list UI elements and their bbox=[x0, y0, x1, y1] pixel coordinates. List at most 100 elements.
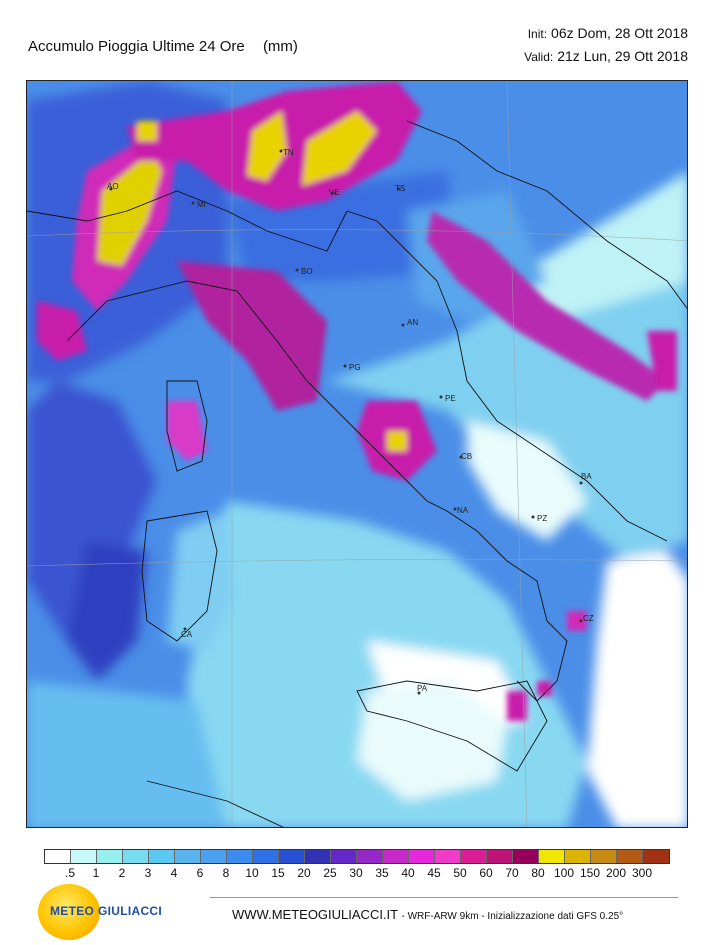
svg-text:AN: AN bbox=[407, 318, 418, 327]
colorbar-swatch bbox=[643, 850, 669, 863]
website-link[interactable]: WWW.METEOGIULIACCI.IT bbox=[232, 907, 398, 922]
title-unit: (mm) bbox=[262, 38, 298, 55]
colorbar-label: 300 bbox=[631, 866, 653, 880]
precip-colorbar bbox=[44, 849, 670, 864]
colorbar-swatch bbox=[227, 850, 253, 863]
graticule bbox=[27, 81, 687, 827]
svg-text:NA: NA bbox=[457, 506, 469, 515]
colorbar-label: 1 bbox=[92, 866, 100, 880]
colorbar-swatch bbox=[123, 850, 149, 863]
map-title: Accumulo Pioggia Ultime 24 Ore (mm) bbox=[28, 38, 298, 55]
colorbar-label: .5 bbox=[64, 866, 76, 880]
colorbar-label: 8 bbox=[222, 866, 230, 880]
svg-text:BO: BO bbox=[301, 267, 313, 276]
colorbar-label: 200 bbox=[605, 866, 627, 880]
city-CA: CA bbox=[181, 627, 193, 639]
colorbar-labels: .5 1 2 3 4 6 8 10 15 20 25 30 35 40 45 50 60 70 80 100 150 20… bbox=[44, 866, 668, 882]
colorbar-swatch bbox=[409, 850, 435, 863]
svg-text:AO: AO bbox=[107, 182, 119, 191]
colorbar-label: 45 bbox=[427, 866, 441, 880]
colorbar-swatch bbox=[175, 850, 201, 863]
colorbar-swatch bbox=[305, 850, 331, 863]
precipitation-map: AO MI TN VE TS BO AN PG PE CB BA NA PZ C… bbox=[26, 80, 688, 828]
meteogiuliacci-logo: METEO GIULIACCI bbox=[32, 884, 172, 940]
city-labels: AO MI TN VE TS BO AN PG PE CB BA NA PZ C… bbox=[107, 148, 594, 695]
city-TN: TN bbox=[279, 148, 294, 157]
svg-text:PG: PG bbox=[349, 363, 361, 372]
svg-text:PZ: PZ bbox=[537, 514, 547, 523]
colorbar-swatch bbox=[591, 850, 617, 863]
colorbar-label: 25 bbox=[323, 866, 337, 880]
colorbar-label: 35 bbox=[375, 866, 389, 880]
colorbar-label: 100 bbox=[553, 866, 575, 880]
colorbar-swatch bbox=[435, 850, 461, 863]
sun-icon bbox=[38, 884, 100, 940]
city-TS: TS bbox=[395, 184, 405, 193]
colorbar-label: 80 bbox=[531, 866, 545, 880]
colorbar-label: 15 bbox=[271, 866, 285, 880]
colorbar-swatch bbox=[617, 850, 643, 863]
colorbar-label: 70 bbox=[505, 866, 519, 880]
colorbar-label: 50 bbox=[453, 866, 467, 880]
city-PZ: PZ bbox=[531, 514, 547, 523]
city-VE: VE bbox=[329, 188, 340, 197]
colorbar-swatch bbox=[539, 850, 565, 863]
colorbar-label: 2 bbox=[118, 866, 126, 880]
city-BA: BA bbox=[579, 472, 592, 485]
run-info: Init: 06z Dom, 28 Ott 2018 Valid: 21z Lun,… bbox=[524, 22, 688, 68]
colorbar-label: 150 bbox=[579, 866, 601, 880]
map-canvas: AO MI TN VE TS BO AN PG PE CB BA NA PZ C… bbox=[27, 81, 687, 827]
logo-text-giuliacci: GIULIACCI bbox=[98, 904, 163, 918]
svg-text:CA: CA bbox=[181, 630, 193, 639]
valid-line: Valid: 21z Lun, 29 Ott 2018 bbox=[524, 45, 688, 68]
city-MI: MI bbox=[191, 200, 206, 209]
colorbar-swatch bbox=[487, 850, 513, 863]
init-line: Init: 06z Dom, 28 Ott 2018 bbox=[524, 22, 688, 45]
valid-label: Valid: bbox=[524, 50, 554, 64]
colorbar-swatch bbox=[565, 850, 591, 863]
city-AO: AO bbox=[107, 182, 119, 191]
city-BO: BO bbox=[295, 267, 313, 276]
svg-text:PE: PE bbox=[445, 394, 456, 403]
svg-text:CZ: CZ bbox=[583, 614, 594, 623]
colorbar-label: 60 bbox=[479, 866, 493, 880]
colorbar-swatch bbox=[253, 850, 279, 863]
colorbar-swatch bbox=[461, 850, 487, 863]
init-label: Init: bbox=[527, 27, 548, 41]
coastlines bbox=[27, 120, 687, 827]
valid-value: 21z Lun, 29 Ott 2018 bbox=[557, 48, 688, 64]
colorbar-swatch bbox=[71, 850, 97, 863]
city-CB: CB bbox=[459, 452, 472, 461]
colorbar-label: 10 bbox=[245, 866, 259, 880]
model-info: - WRF-ARW 9km - Inizializzazione dati GF… bbox=[401, 911, 624, 922]
city-PE: PE bbox=[439, 394, 456, 403]
city-CZ: CZ bbox=[579, 614, 594, 623]
colorbar-swatch bbox=[45, 850, 71, 863]
svg-text:CB: CB bbox=[461, 452, 472, 461]
colorbar-swatch bbox=[201, 850, 227, 863]
svg-text:BA: BA bbox=[581, 472, 592, 481]
colorbar-swatch bbox=[513, 850, 539, 863]
svg-text:TN: TN bbox=[283, 148, 294, 157]
title-text: Accumulo Pioggia Ultime 24 Ore bbox=[28, 38, 245, 55]
city-AN: AN bbox=[401, 318, 418, 327]
colorbar-swatch bbox=[383, 850, 409, 863]
svg-text:TS: TS bbox=[395, 184, 405, 193]
svg-text:PA: PA bbox=[417, 684, 428, 693]
colorbar-label: 40 bbox=[401, 866, 415, 880]
city-PA: PA bbox=[417, 684, 428, 695]
logo-text-meteo: METEO bbox=[50, 904, 95, 918]
city-NA: NA bbox=[453, 506, 469, 515]
colorbar-label: 30 bbox=[349, 866, 363, 880]
colorbar-swatch bbox=[331, 850, 357, 863]
colorbar-label: 20 bbox=[297, 866, 311, 880]
footer-divider bbox=[210, 897, 678, 898]
footer: WWW.METEOGIULIACCI.IT - WRF-ARW 9km - In… bbox=[232, 907, 623, 922]
colorbar-label: 6 bbox=[196, 866, 204, 880]
city-PG: PG bbox=[343, 363, 361, 372]
colorbar-label: 4 bbox=[170, 866, 178, 880]
init-value: 06z Dom, 28 Ott 2018 bbox=[551, 25, 688, 41]
colorbar-swatch bbox=[279, 850, 305, 863]
colorbar-swatch bbox=[97, 850, 123, 863]
svg-text:VE: VE bbox=[329, 188, 340, 197]
